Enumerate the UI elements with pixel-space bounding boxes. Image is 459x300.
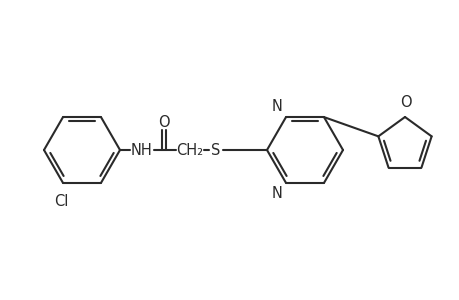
Text: O: O xyxy=(399,95,411,110)
Text: O: O xyxy=(158,115,169,130)
Text: NH: NH xyxy=(131,142,152,158)
Text: N: N xyxy=(272,99,282,114)
Text: N: N xyxy=(272,186,282,201)
Text: CH₂: CH₂ xyxy=(176,142,203,158)
Text: S: S xyxy=(211,142,220,158)
Text: Cl: Cl xyxy=(54,194,68,209)
